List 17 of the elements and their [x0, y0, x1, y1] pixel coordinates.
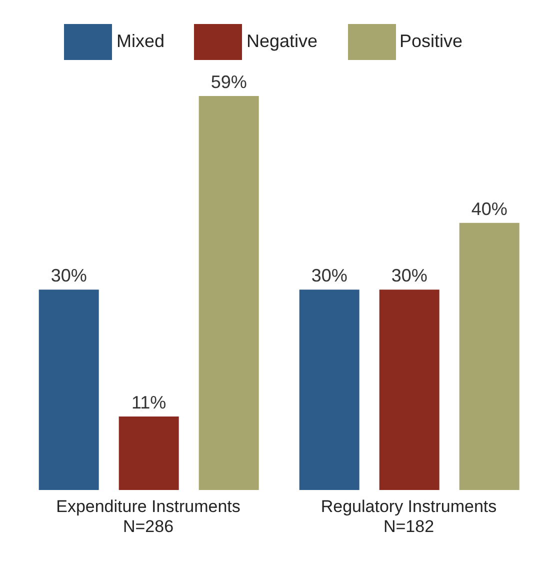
data-label: 30% [311, 266, 348, 286]
data-label: 30% [50, 266, 87, 286]
bar [198, 96, 259, 490]
data-label: 30% [391, 266, 428, 286]
data-label: 40% [471, 198, 508, 219]
legend-label: Negative [246, 30, 318, 51]
data-label: 11% [131, 392, 166, 413]
data-label: 59% [210, 72, 247, 92]
x-tick-label: Expenditure Instruments N=286 [56, 497, 240, 536]
bar [118, 416, 179, 490]
bar [459, 222, 520, 490]
legend-label: Mixed [116, 30, 164, 51]
bar [38, 290, 99, 490]
bar [379, 290, 440, 490]
bar [299, 290, 360, 490]
x-tick-label: Regulatory Instruments N=182 [320, 497, 497, 536]
legend-label: Positive [400, 30, 463, 51]
